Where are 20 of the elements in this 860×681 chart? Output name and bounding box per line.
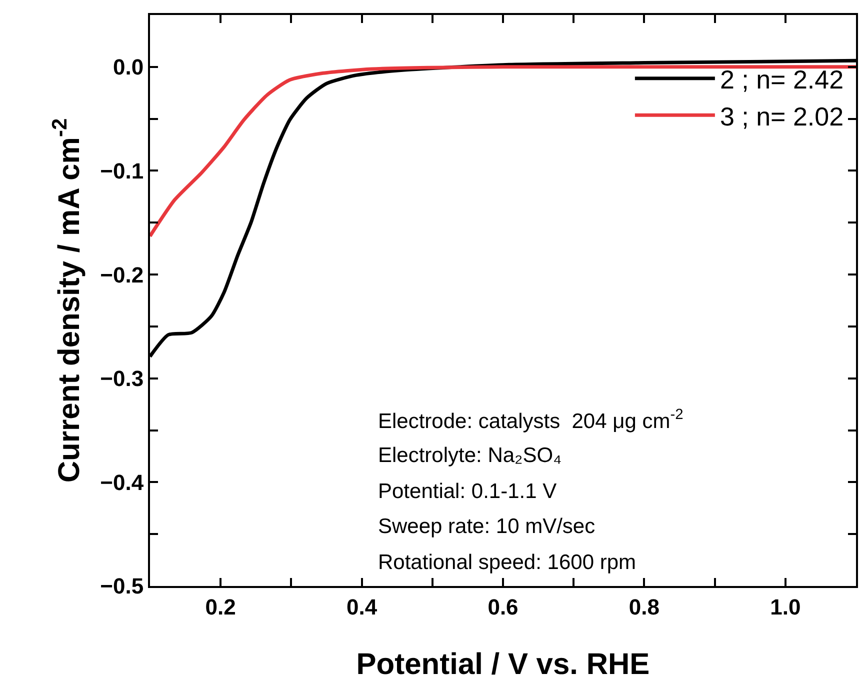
x-axis-title: Potential / V vs. RHE <box>356 648 650 681</box>
y-tick-label: −0.1 <box>100 158 144 184</box>
x-tick-label: 0.2 <box>205 594 236 620</box>
annotation: Potential: 0.1-1.1 V <box>378 480 557 503</box>
legend-label: 2 ; n= 2.42 <box>720 64 844 95</box>
y-tick-label: 0.0 <box>113 54 144 80</box>
y-tick-label: −0.3 <box>100 366 144 392</box>
y-tick-label: −0.5 <box>100 574 144 599</box>
x-tick-label: 0.4 <box>346 594 378 620</box>
annotation: Rotational speed: 1600 rpm <box>378 551 636 574</box>
line-series <box>150 65 856 238</box>
annotation: Electrode: catalysts 204 μg cm$^{-2}$ <box>378 407 684 433</box>
annotation: Sweep rate: 10 mV/sec <box>378 515 596 538</box>
x-tick-label: 1.0 <box>770 594 801 620</box>
x-tick-label: 0.8 <box>628 594 660 620</box>
x-tick-label: 0.6 <box>488 594 518 620</box>
annotation: Electrolyte: Na₂SO₄ <box>378 444 562 467</box>
y-tick-label: −0.4 <box>100 470 144 495</box>
legend-label: 3 ; n= 2.02 <box>720 101 844 132</box>
y-tick-label: −0.2 <box>100 262 144 288</box>
